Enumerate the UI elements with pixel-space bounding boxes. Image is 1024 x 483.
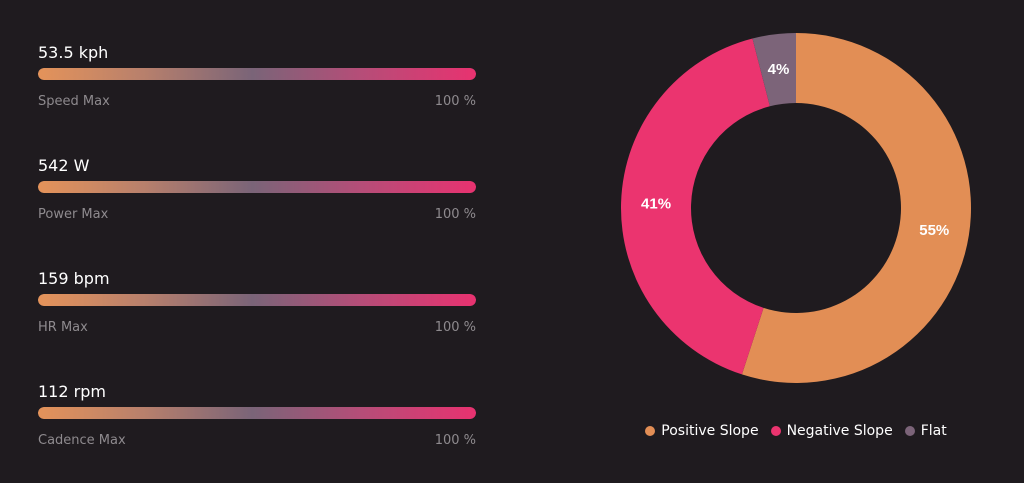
- metric-cadence-max: 112 rpm Cadence Max 100 %: [38, 382, 476, 462]
- metric-speed-max: 53.5 kph Speed Max 100 %: [38, 43, 476, 123]
- slice-negative-slope[interactable]: [621, 38, 770, 375]
- slope-donut-chart: 55% 41% 4%: [600, 16, 1000, 406]
- metric-percent: 100 %: [434, 94, 476, 109]
- metric-label: HR Max: [38, 320, 88, 335]
- progress-fill: [38, 407, 476, 419]
- metric-value: 159 bpm: [38, 269, 110, 288]
- legend-label: Flat: [920, 423, 947, 439]
- metric-percent: 100 %: [434, 433, 476, 448]
- progress-track: [38, 181, 476, 193]
- metric-value: 542 W: [38, 156, 90, 175]
- legend-item-negative-slope[interactable]: Negative Slope: [770, 420, 893, 442]
- legend-dot-icon: [904, 426, 915, 436]
- progress-fill: [38, 294, 476, 306]
- slice-label-positive-slope: 55%: [919, 222, 949, 239]
- legend-label: Positive Slope: [661, 423, 759, 439]
- metric-percent: 100 %: [434, 207, 476, 222]
- progress-fill: [38, 181, 476, 193]
- metric-percent: 100 %: [434, 320, 476, 335]
- slice-label-negative-slope: 41%: [641, 196, 671, 213]
- metric-label: Power Max: [38, 207, 109, 222]
- slice-label-flat: 4%: [768, 61, 790, 78]
- metric-label: Cadence Max: [38, 433, 126, 448]
- legend-label: Negative Slope: [786, 423, 893, 439]
- legend-dot-icon: [645, 426, 656, 436]
- slice-positive-slope[interactable]: [741, 33, 972, 384]
- progress-fill: [38, 68, 476, 80]
- legend-item-positive-slope[interactable]: Positive Slope: [645, 420, 759, 442]
- progress-track: [38, 294, 476, 306]
- donut-svg: 55% 41% 4%: [621, 33, 972, 384]
- metric-value: 112 rpm: [38, 382, 106, 401]
- legend-item-flat[interactable]: Flat: [904, 420, 947, 442]
- progress-track: [38, 407, 476, 419]
- chart-legend: Positive Slope Negative Slope Flat: [600, 420, 992, 442]
- progress-track: [38, 68, 476, 80]
- metric-hr-max: 159 bpm HR Max 100 %: [38, 269, 476, 349]
- metric-power-max: 542 W Power Max 100 %: [38, 156, 476, 236]
- metric-value: 53.5 kph: [38, 43, 109, 62]
- metric-label: Speed Max: [38, 94, 110, 109]
- legend-dot-icon: [770, 426, 781, 436]
- slice-flat[interactable]: [752, 33, 796, 107]
